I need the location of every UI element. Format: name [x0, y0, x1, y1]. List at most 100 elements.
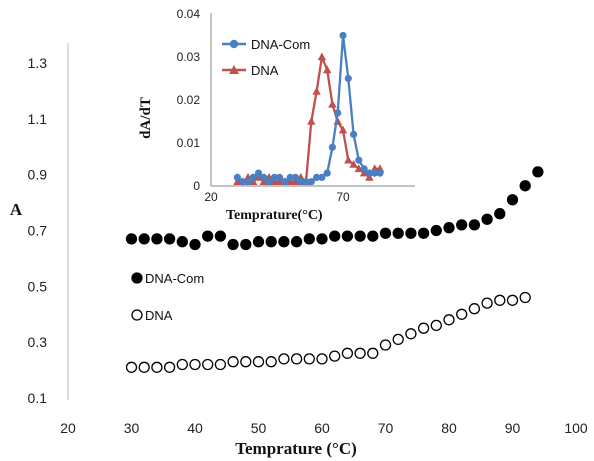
- dna-point: [329, 350, 341, 362]
- main-x-tick-label: 20: [60, 420, 76, 436]
- dna-point: [265, 356, 277, 368]
- inset-series: [233, 31, 385, 186]
- dna-point: [430, 319, 442, 332]
- dna-com-point: [316, 233, 328, 245]
- main-x-tick-label: 80: [441, 420, 457, 436]
- dna-point: [303, 353, 315, 365]
- dna-com-point: [290, 236, 303, 248]
- dna-com-point: [138, 233, 150, 245]
- inset-dna-com-point: [323, 169, 331, 177]
- inset-dna-com-point: [297, 178, 305, 186]
- dna-com-point: [329, 230, 341, 242]
- inset-dna-com-point: [307, 178, 315, 186]
- inset-legend: DNA-Com DNA: [222, 37, 310, 78]
- dna-point: [456, 308, 468, 320]
- inset-y-tick-label: 0.01: [177, 136, 201, 150]
- dna-com-point: [303, 233, 315, 245]
- dna-point: [519, 291, 531, 304]
- inset-dna-com-point: [339, 31, 347, 40]
- main-x-tick-label: 40: [187, 420, 203, 436]
- dna-point: [138, 361, 150, 373]
- dna-com-point: [519, 180, 531, 192]
- dna-com-point: [341, 230, 354, 242]
- dna-point: [468, 303, 481, 315]
- inset-y-ticks: 0 0.01 0.02 0.03 0.04: [177, 7, 201, 193]
- dna-point: [202, 358, 214, 371]
- legend-marker-dna-com: [131, 272, 143, 284]
- inset-x-axis-label: Temprature(°C): [226, 208, 323, 223]
- dna-com-point: [443, 222, 455, 234]
- main-x-ticks: 20 30 40 50 60 70 80 90 100: [60, 420, 588, 436]
- dna-point: [316, 353, 328, 365]
- main-y-ticks: 0.1 0.3 0.5 0.7 0.9 1.1 1.3: [28, 55, 48, 406]
- dna-com-point: [506, 194, 519, 206]
- dna-com-point: [227, 238, 239, 251]
- legend-label-dna-com: DNA-Com: [145, 271, 204, 286]
- dna-point: [290, 353, 303, 365]
- inset-dna-com-point: [276, 173, 284, 181]
- dna-com-point: [367, 230, 379, 242]
- inset-dna-com-point: [371, 169, 379, 177]
- inset-legend-marker-dna: [229, 65, 239, 74]
- inset-dna-com-point: [328, 143, 336, 151]
- inset-y-tick-label: 0.03: [177, 50, 201, 64]
- dna-point: [189, 358, 201, 371]
- dna-com-point: [417, 227, 430, 239]
- inset-x-ticks: 20 70: [204, 190, 350, 204]
- inset-dna-com-point: [233, 173, 241, 181]
- inset-dna-point: [328, 99, 337, 108]
- inset-dna-com-point: [265, 178, 273, 186]
- dna-point: [494, 294, 506, 306]
- dna-com-point: [379, 227, 392, 239]
- main-y-tick-label: 0.7: [28, 223, 48, 239]
- dna-point: [506, 294, 519, 306]
- main-y-tick-label: 0.1: [28, 390, 48, 406]
- dna-point: [367, 347, 379, 359]
- main-x-tick-label: 50: [251, 420, 267, 436]
- inset-dna-point: [344, 155, 353, 164]
- inset-dna-com-point: [249, 173, 257, 181]
- main-chart: 20 30 40 50 60 70 80 90 100 0.1 0.3 0.5 0.7 0.9 1.1 1.…: [10, 43, 588, 458]
- dna-com-point: [163, 233, 176, 245]
- inset-dna-point: [338, 125, 348, 134]
- main-x-tick-label: 60: [314, 420, 330, 436]
- dna-point: [278, 353, 290, 365]
- inset-dna-point: [370, 164, 379, 173]
- inset-dna-com-point: [313, 173, 321, 181]
- main-y-tick-label: 1.3: [28, 55, 48, 71]
- inset-dna-com-point: [376, 169, 384, 177]
- inset-y-tick-label: 0.02: [177, 93, 201, 107]
- dna-point: [392, 333, 404, 346]
- inset-dna-com-point: [365, 169, 373, 177]
- dna-com-point: [151, 233, 163, 245]
- dna-point: [481, 297, 493, 309]
- main-data-points: [125, 166, 544, 373]
- dna-com-point: [532, 166, 544, 178]
- dna-point: [405, 328, 417, 340]
- main-y-tick-label: 1.1: [28, 111, 48, 127]
- main-legend: DNA-Com DNA: [131, 271, 204, 323]
- inset-chart: 20 70 00.010.020.030.04 dA/dT Temprature(…: [138, 7, 421, 223]
- main-x-tick-label: 90: [505, 420, 521, 436]
- dna-com-point: [405, 227, 417, 239]
- main-y-tick-label: 0.3: [28, 334, 48, 350]
- dna-com-point: [392, 227, 404, 239]
- dna-com-point: [176, 236, 188, 248]
- inset-dna-com-point: [254, 169, 263, 177]
- inset-x-tick-label: 20: [204, 190, 218, 204]
- dna-point: [252, 356, 265, 368]
- dna-com-point: [240, 238, 252, 251]
- inset-dna-com-point: [360, 165, 368, 173]
- inset-dna-com-point: [291, 173, 300, 181]
- main-x-tick-label: 30: [124, 420, 140, 436]
- main-y-tick-label: 0.9: [28, 167, 48, 183]
- dna-point: [379, 339, 392, 351]
- legend-marker-dna: [131, 309, 143, 321]
- inset-y-tick-label: 0.04: [177, 7, 201, 21]
- inset-dna-com-point: [281, 178, 289, 186]
- dna-com-point: [354, 230, 366, 242]
- dna-com-point: [481, 213, 493, 225]
- inset-dna-com-point: [318, 173, 326, 181]
- dna-com-point: [214, 230, 227, 242]
